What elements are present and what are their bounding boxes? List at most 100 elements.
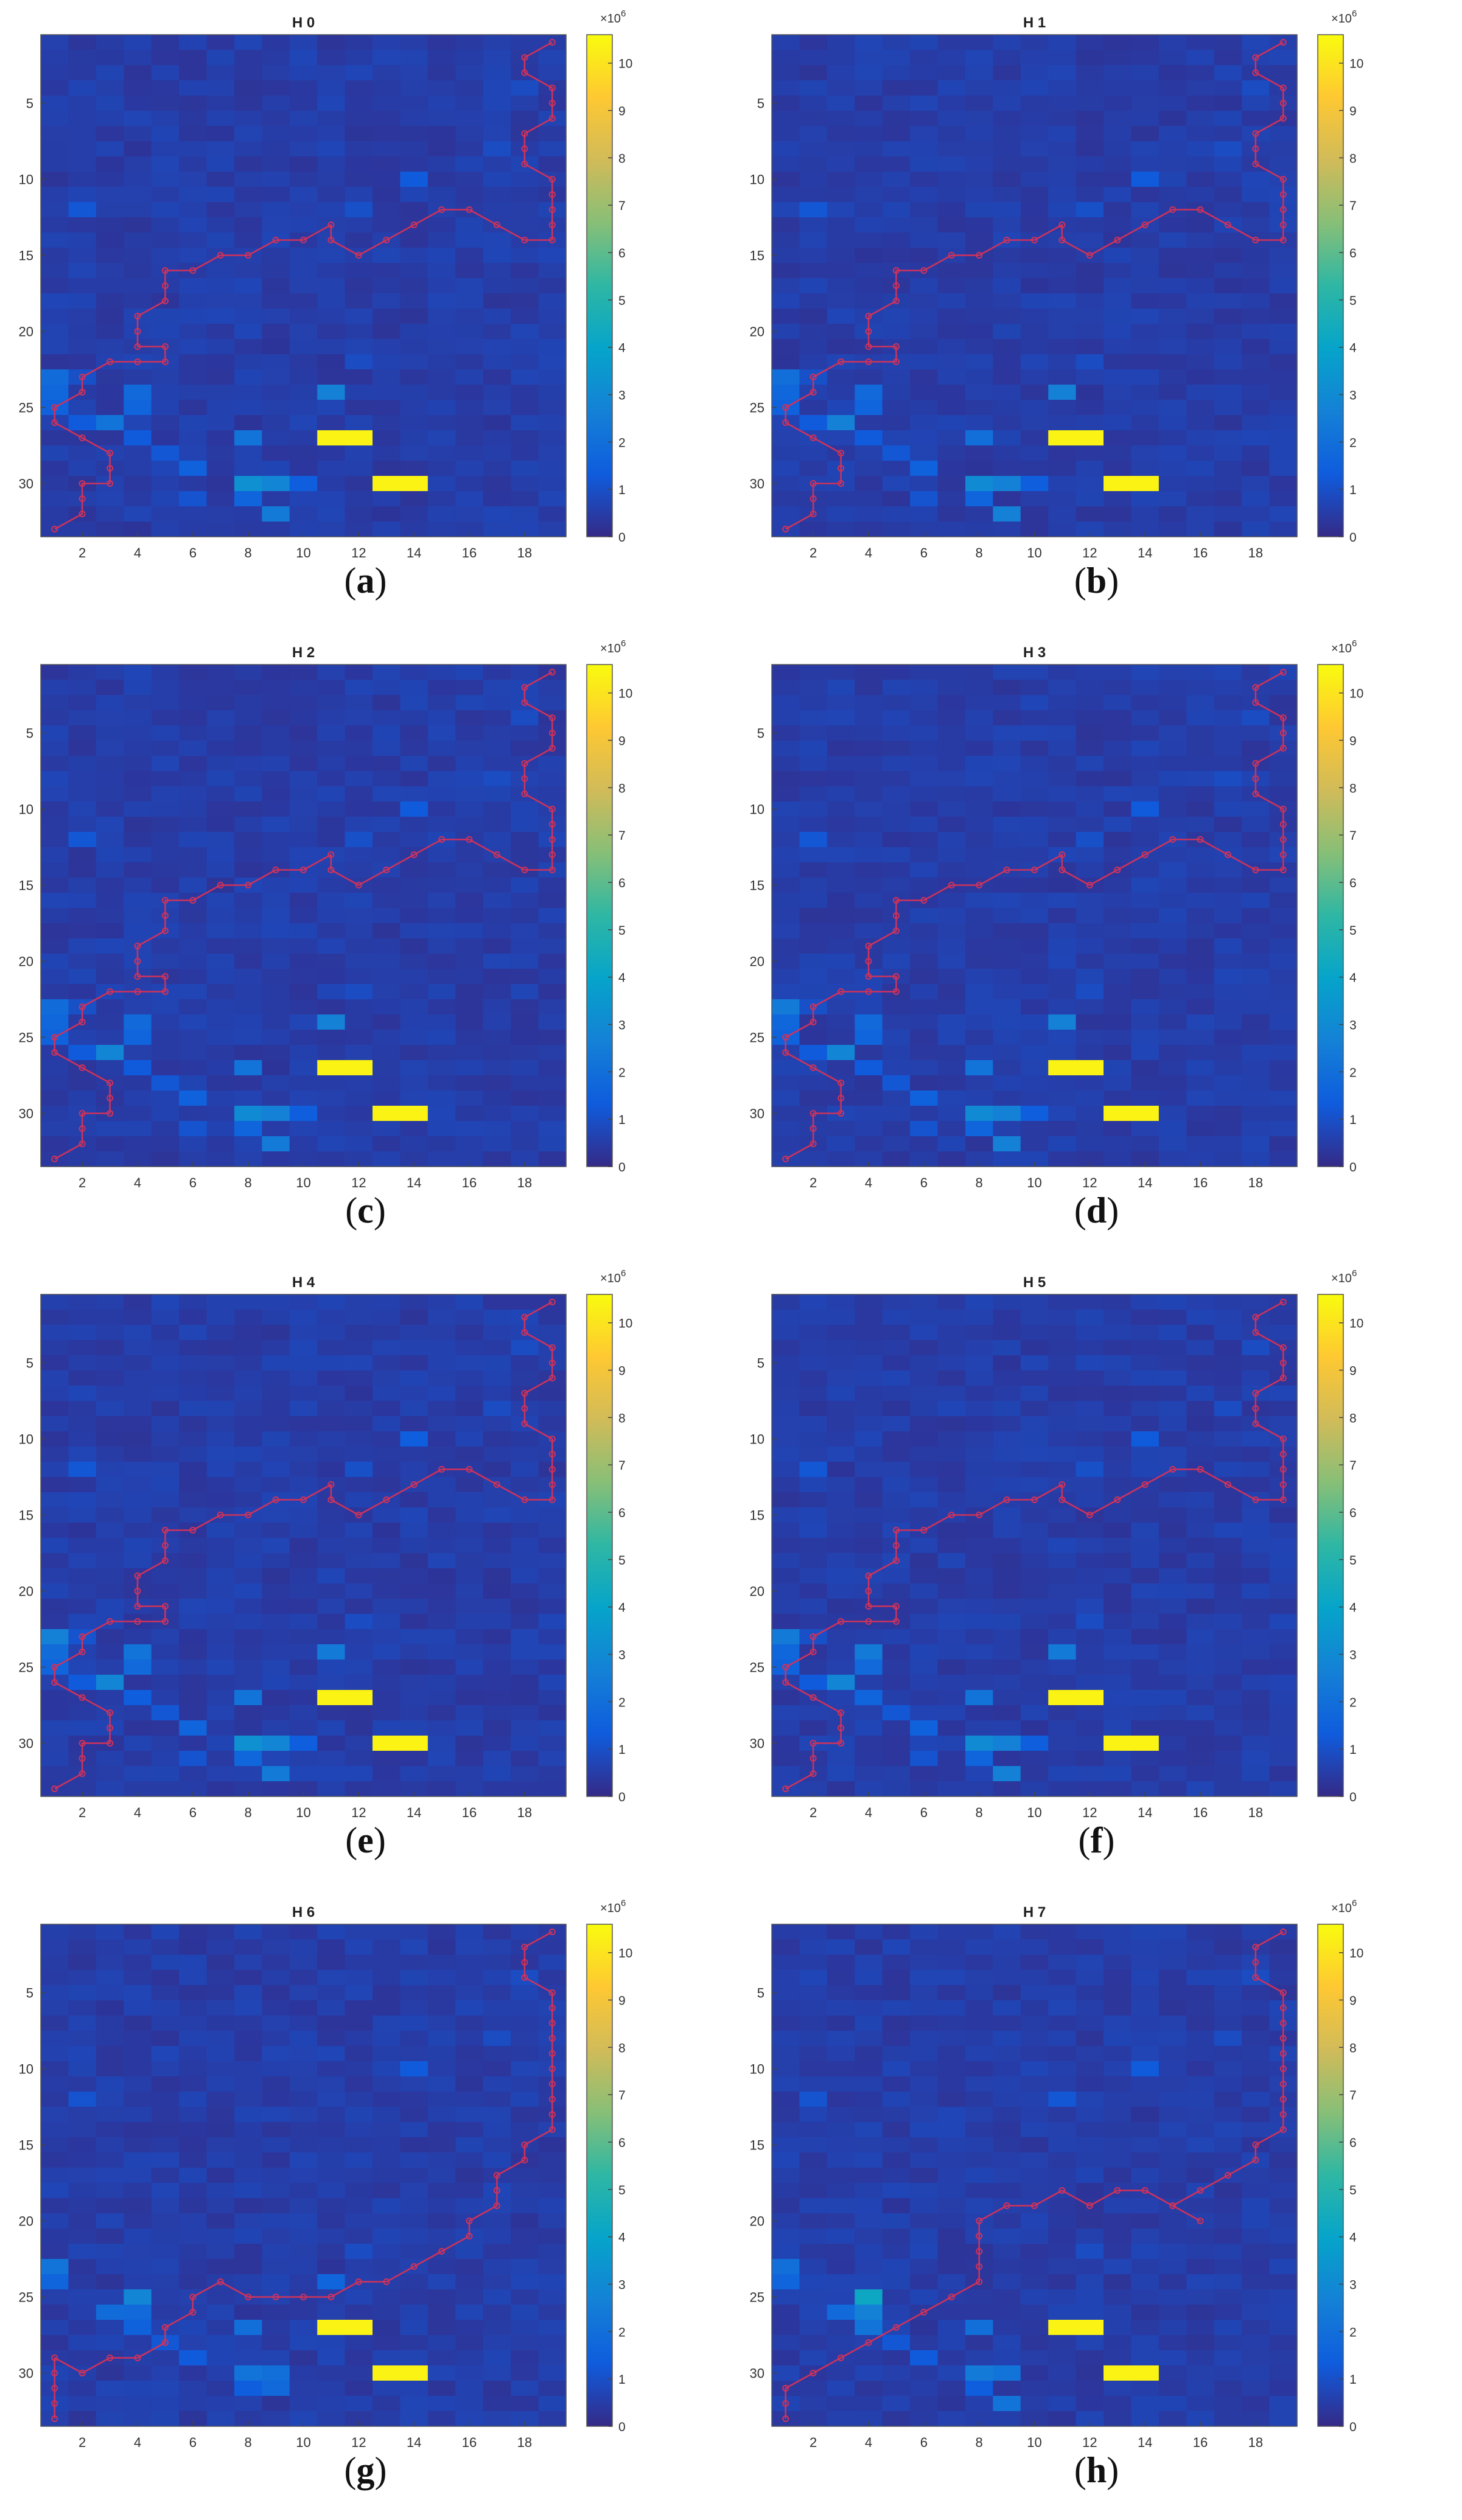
heatmap-cell xyxy=(1158,1477,1187,1493)
heatmap-cell xyxy=(910,80,939,96)
heatmap-cell xyxy=(993,65,1021,81)
heatmap-cell xyxy=(993,369,1021,385)
boundary-marker xyxy=(410,1481,418,1488)
x-tick-label: 6 xyxy=(189,1175,197,1190)
heatmap-cell xyxy=(206,96,235,111)
heatmap-cell xyxy=(68,1416,97,1432)
heatmap-cell xyxy=(483,801,511,817)
heatmap-cell xyxy=(151,1766,180,1782)
heatmap-cell xyxy=(855,400,883,416)
heatmap-cell xyxy=(772,217,800,233)
heatmap-cell xyxy=(1020,445,1049,461)
heatmap-cell xyxy=(1020,771,1049,787)
heatmap-cell xyxy=(1214,400,1242,416)
heatmap-cell xyxy=(124,771,152,787)
heatmap-cell xyxy=(538,1660,567,1675)
boundary-marker xyxy=(438,1466,446,1473)
heatmap-cell xyxy=(68,2061,97,2077)
heatmap-cell xyxy=(965,506,993,522)
heatmap-cell xyxy=(206,2365,235,2381)
heatmap-cell xyxy=(910,430,939,446)
heatmap-cell xyxy=(41,969,69,985)
heatmap-cell xyxy=(1131,923,1159,939)
heatmap-cell xyxy=(124,1924,152,1940)
x-tick-label: 14 xyxy=(407,1805,421,1820)
heatmap-cell xyxy=(1020,1045,1049,1061)
heatmap-cell xyxy=(1020,278,1049,294)
heatmap-cell xyxy=(289,2000,318,2016)
heatmap-cell xyxy=(910,1629,939,1645)
heatmap-cell xyxy=(455,293,484,309)
heatmap-cell xyxy=(179,2350,208,2366)
x-tick-label: 16 xyxy=(462,545,477,560)
heatmap-cell xyxy=(910,1355,939,1371)
heatmap-cell xyxy=(882,1121,911,1137)
heatmap-cell xyxy=(1020,1720,1049,1736)
heatmap-cell xyxy=(41,2320,69,2336)
heatmap-cell xyxy=(799,725,828,741)
heatmap-cell xyxy=(289,1121,318,1137)
heatmap-cell xyxy=(124,665,152,680)
heatmap-cell xyxy=(483,1091,511,1106)
boundary-marker xyxy=(782,419,789,426)
heatmap-cell xyxy=(965,695,993,711)
heatmap-cell xyxy=(427,1675,456,1691)
heatmap-cell xyxy=(511,1370,539,1386)
heatmap-cell xyxy=(1186,1614,1215,1630)
heatmap-cell xyxy=(1158,801,1187,817)
heatmap-cell xyxy=(124,1492,152,1508)
heatmap-cell xyxy=(1103,1151,1132,1167)
heatmap-cell xyxy=(317,2031,346,2047)
heatmap-cell xyxy=(179,954,208,969)
heatmap-cell xyxy=(372,847,401,863)
colorbar-tick-label: 0 xyxy=(618,1161,626,1174)
heatmap-cell xyxy=(937,665,966,680)
heatmap-cell xyxy=(538,908,567,924)
heatmap-cell xyxy=(1020,938,1049,954)
heatmap-cell xyxy=(1048,1690,1077,1706)
heatmap-cell xyxy=(206,1644,235,1660)
y-tick-label: 25 xyxy=(750,400,764,416)
heatmap-cell xyxy=(799,1538,828,1554)
heatmap-cell xyxy=(1076,771,1104,787)
heatmap-cell xyxy=(179,2046,208,2062)
heatmap-cell xyxy=(511,938,539,954)
x-tick-label: 12 xyxy=(1082,545,1097,560)
heatmap-cell xyxy=(799,954,828,969)
colorbar-tick-label: 4 xyxy=(618,1601,626,1615)
heatmap-cell xyxy=(68,2016,97,2031)
heatmap-cell xyxy=(799,232,828,248)
heatmap-cell xyxy=(538,461,567,476)
heatmap-cell xyxy=(206,1523,235,1538)
heatmap-cell xyxy=(41,2259,69,2275)
heatmap-cell xyxy=(1214,1151,1242,1167)
heatmap-cell xyxy=(262,1568,290,1584)
heatmap-cell xyxy=(1269,309,1298,324)
heatmap-cell xyxy=(289,1924,318,1940)
heatmap-cell xyxy=(262,1370,290,1386)
heatmap-cell xyxy=(400,741,428,756)
heatmap-cell xyxy=(262,400,290,416)
heatmap-cell xyxy=(289,172,318,187)
heatmap-cell xyxy=(124,2137,152,2153)
heatmap-cell xyxy=(993,771,1021,787)
heatmap-cell xyxy=(993,1045,1021,1061)
y-tick-label: 25 xyxy=(19,1030,33,1045)
heatmap-cell xyxy=(206,938,235,954)
heatmap-cell xyxy=(772,369,800,385)
colorbar-tick-label: 7 xyxy=(1349,1459,1357,1473)
heatmap-cell xyxy=(910,908,939,924)
heatmap-cell xyxy=(1076,1431,1104,1447)
boundary-marker xyxy=(410,851,418,858)
heatmap-cell xyxy=(151,96,180,111)
boundary-marker xyxy=(521,1390,528,1397)
heatmap-cell xyxy=(427,1355,456,1371)
heatmap-cell xyxy=(345,1447,373,1462)
heatmap-cell xyxy=(289,2213,318,2229)
heatmap-cell xyxy=(427,2107,456,2123)
heatmap-cell xyxy=(1158,1060,1187,1076)
heatmap-cell xyxy=(234,893,262,909)
heatmap-cell xyxy=(345,2016,373,2031)
heatmap-cell xyxy=(206,1294,235,1310)
heatmap-cell xyxy=(538,2168,567,2183)
